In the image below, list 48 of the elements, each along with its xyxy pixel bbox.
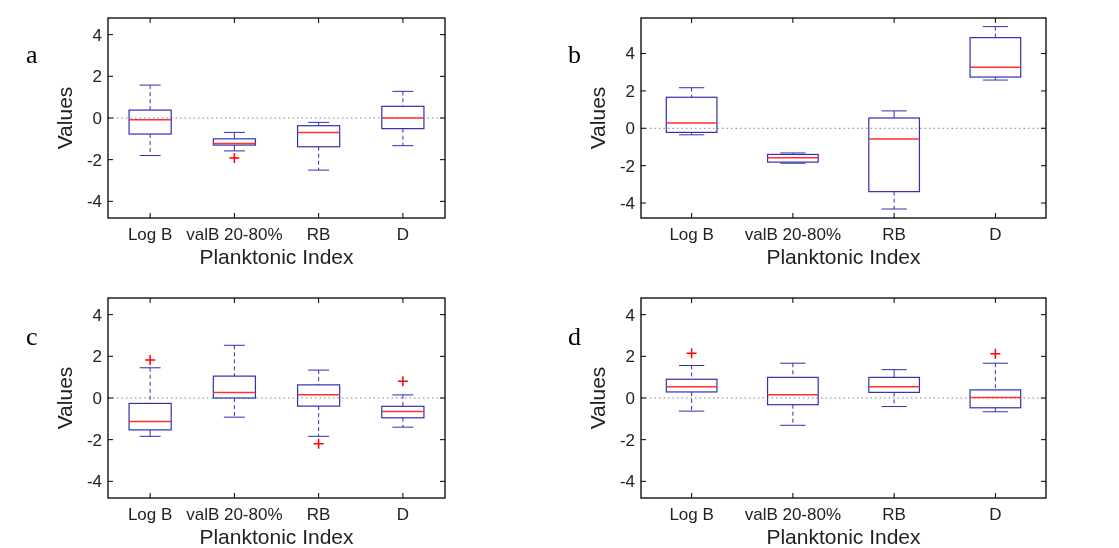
y-tick-label: 4 [92, 305, 102, 325]
x-tick-label: valB 20-80% [186, 225, 283, 244]
y-tick-label: 4 [92, 25, 102, 45]
y-tick-label: -2 [619, 156, 635, 176]
x-tick-label: RB [882, 505, 906, 524]
x-tick-label: valB 20-80% [186, 505, 283, 524]
y-tick-label: 2 [92, 347, 102, 367]
x-tick-label: D [396, 505, 410, 524]
x-tick-label: Log B [669, 505, 714, 524]
x-tick-label: D [396, 225, 410, 244]
text: a [26, 40, 38, 69]
y-tick-label: 0 [625, 388, 635, 408]
y-tick-label: -2 [86, 150, 102, 170]
y-tick-label: -2 [86, 430, 102, 450]
y-tick-label: -4 [619, 472, 635, 492]
x-tick-label: RB [306, 505, 331, 524]
y-tick-label: 0 [92, 388, 102, 408]
y-tick-label: -4 [619, 194, 635, 213]
y-axis-title: Values [586, 86, 609, 150]
y-tick-label: 0 [625, 119, 635, 139]
x-tick-label: RB [306, 225, 331, 244]
text: c [26, 322, 38, 351]
y-tick-label: 4 [625, 44, 635, 64]
x-tick-label: Log B [127, 225, 173, 244]
y-tick-label: 0 [92, 108, 102, 128]
y-axis-title: Values [53, 366, 76, 430]
x-tick-label: RB [882, 225, 906, 244]
x-tick-label: Log B [127, 505, 173, 524]
y-tick-label: -4 [86, 472, 102, 492]
x-tick-label: valB 20-80% [744, 505, 842, 524]
x-tick-label: valB 20-80% [744, 225, 842, 244]
y-tick-label: -2 [619, 430, 635, 450]
y-axis-title: Values [586, 366, 609, 430]
text: b [568, 40, 581, 69]
y-axis-title: Values [53, 86, 76, 150]
x-tick-label: D [989, 505, 1002, 524]
x-axis-title: Planktonic Index [766, 245, 922, 268]
x-tick-label: D [989, 225, 1002, 244]
x-axis-title: Planktonic Index [766, 525, 922, 548]
y-tick-label: -4 [86, 192, 102, 212]
text: d [568, 322, 581, 351]
x-axis-title: Planktonic Index [199, 245, 355, 268]
x-tick-label: Log B [669, 225, 714, 244]
y-tick-label: 4 [625, 305, 635, 325]
y-tick-label: 2 [625, 81, 635, 101]
y-tick-label: 2 [92, 67, 102, 87]
x-axis-title: Planktonic Index [199, 525, 355, 548]
y-tick-label: 2 [625, 347, 635, 367]
